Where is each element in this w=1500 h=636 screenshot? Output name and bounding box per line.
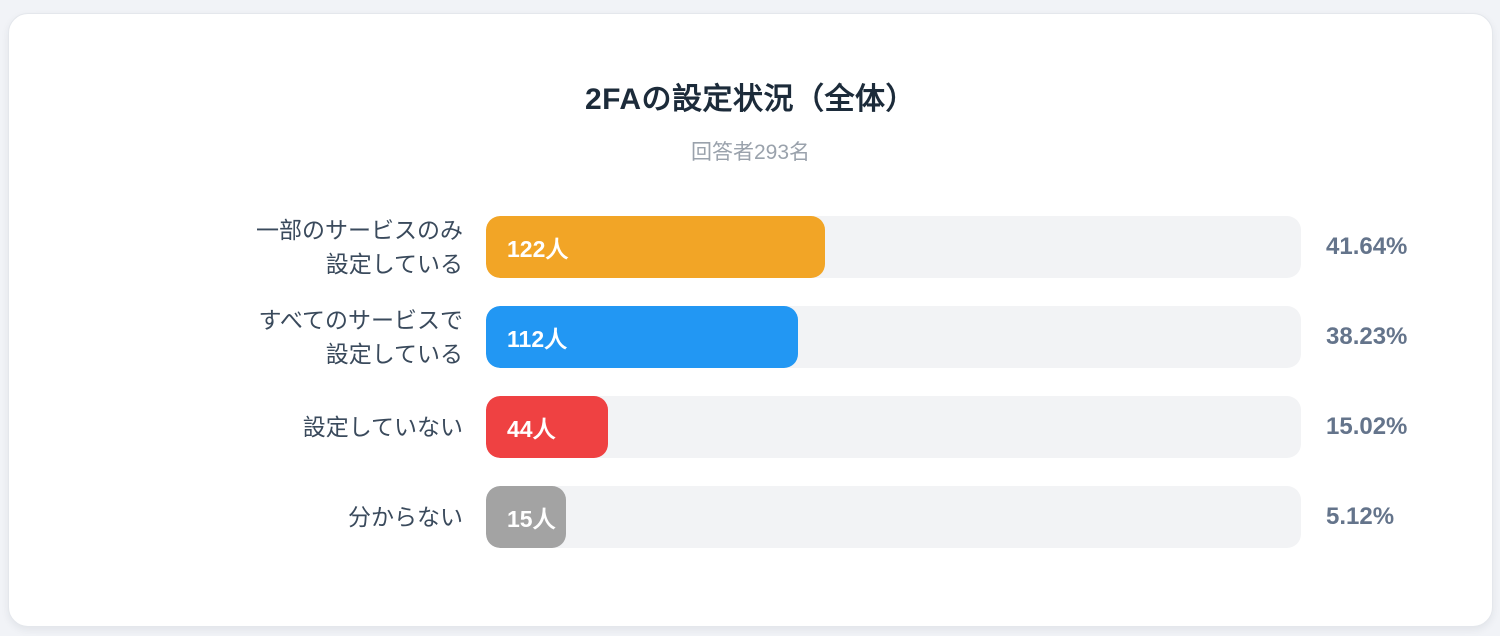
category-label: すべてのサービスで 設定している [258, 307, 463, 367]
chart-row: 設定していない 44人 15.02% [9, 396, 1492, 458]
category-label: 一部のサービスのみ 設定している [256, 217, 463, 277]
category-label: 分からない [348, 504, 463, 530]
bar-track: 112人 [486, 306, 1301, 368]
chart-subtitle: 回答者293名 [690, 141, 811, 164]
bar-value-label: 122人 [507, 236, 569, 262]
bar-track: 44人 [486, 396, 1301, 458]
bar-value-label: 15人 [507, 506, 556, 532]
chart-row: 分からない 15人 5.12% [9, 486, 1492, 548]
category-label: 設定していない [302, 414, 463, 440]
chart-card: 2FAの設定状況（全体） 回答者293名 一部のサービスのみ 設定している 122人… [8, 13, 1493, 627]
bar-fill: 44人 [486, 396, 609, 458]
percent-label: 5.12% [1326, 503, 1395, 530]
chart-title: 2FAの設定状況（全体） [584, 83, 917, 116]
bar-value-label: 112人 [507, 326, 568, 352]
chart-row: すべてのサービスで 設定している 112人 38.23% [9, 306, 1492, 368]
bar-track: 15人 [486, 486, 1301, 548]
percent-label: 15.02% [1326, 413, 1408, 440]
bar-fill: 112人 [486, 306, 798, 368]
bar-value-label: 44人 [507, 416, 556, 442]
bar-track: 122人 [486, 216, 1301, 278]
bar-fill: 15人 [486, 486, 566, 548]
bar-fill: 122人 [486, 216, 826, 278]
bar-chart: 一部のサービスのみ 設定している 122人 41.64% すべてのサービスで 設定している… [9, 216, 1492, 548]
percent-label: 41.64% [1326, 233, 1408, 260]
percent-label: 38.23% [1326, 323, 1408, 350]
chart-row: 一部のサービスのみ 設定している 122人 41.64% [9, 216, 1492, 278]
